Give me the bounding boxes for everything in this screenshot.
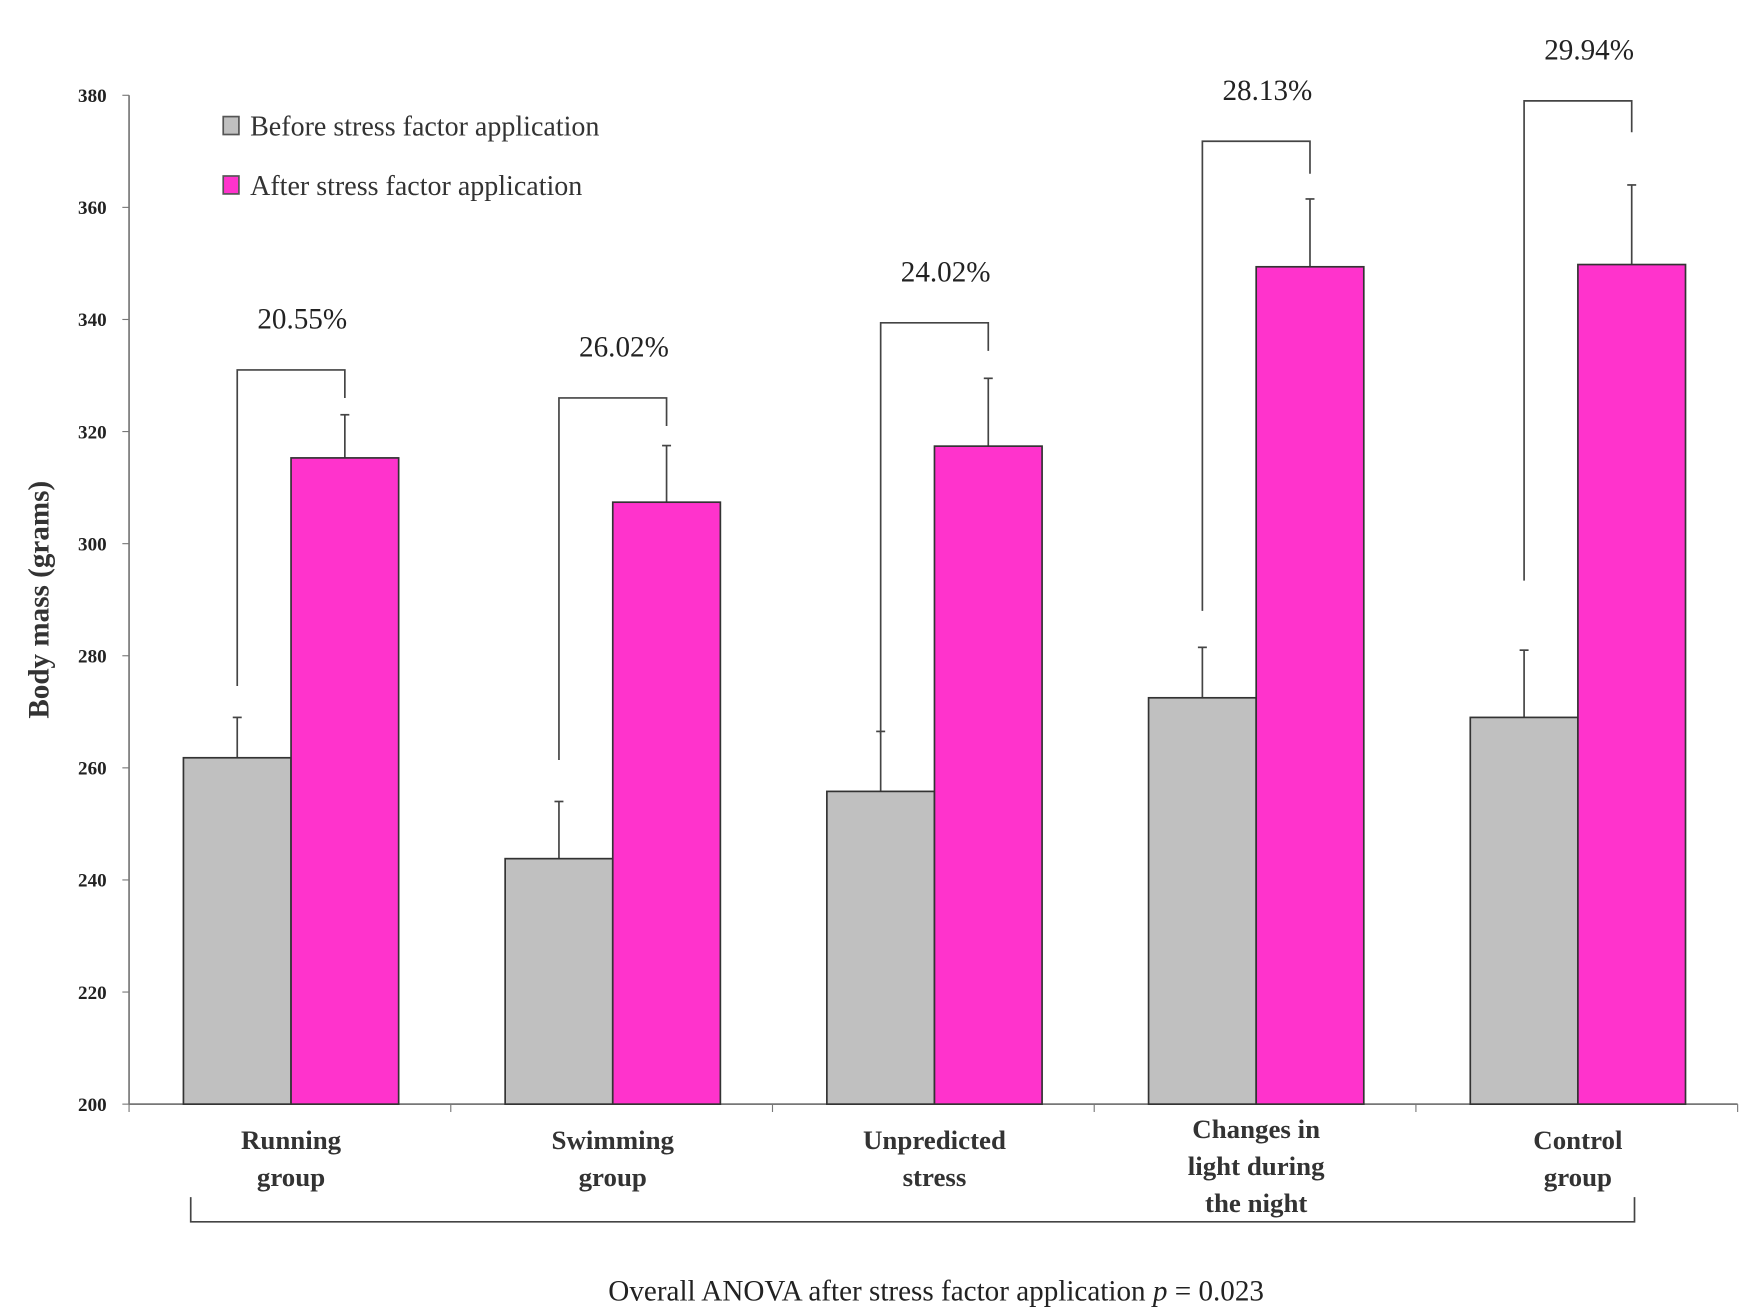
percent-change-label: 24.02% bbox=[901, 256, 991, 288]
bar-before bbox=[826, 790, 936, 1105]
bars bbox=[182, 184, 1687, 1105]
legend-swatch-after bbox=[222, 175, 240, 195]
y-tick-label: 320 bbox=[78, 422, 107, 443]
y-tick-label: 200 bbox=[78, 1095, 107, 1116]
x-category-label: light during bbox=[1188, 1151, 1325, 1181]
x-category-label: group bbox=[579, 1162, 647, 1192]
y-tick-label: 240 bbox=[78, 871, 107, 892]
bar-before bbox=[182, 756, 292, 1105]
percent-change-label: 28.13% bbox=[1222, 75, 1312, 107]
footnote-suffix: = 0.023 bbox=[1167, 1275, 1264, 1307]
anova-bracket bbox=[189, 1197, 1636, 1223]
legend-label-before: Before stress factor application bbox=[250, 112, 599, 143]
x-category-label: Swimming bbox=[551, 1125, 674, 1155]
x-category-label: group bbox=[1544, 1162, 1612, 1192]
y-tick-label: 220 bbox=[78, 983, 107, 1004]
percent-bracket bbox=[236, 369, 346, 687]
y-tick-label: 360 bbox=[78, 198, 107, 219]
legend-label-after: After stress factor application bbox=[250, 171, 582, 202]
y-axis-label: Body mass (grams) bbox=[23, 481, 55, 719]
bar-after bbox=[1577, 263, 1687, 1105]
percent-bracket bbox=[558, 397, 668, 761]
x-category-label: Changes in bbox=[1192, 1114, 1320, 1144]
x-category-label: Unpredicted bbox=[863, 1125, 1006, 1155]
bar-before bbox=[1147, 696, 1258, 1105]
x-category-label: the night bbox=[1205, 1188, 1307, 1218]
x-category-label: Control bbox=[1533, 1125, 1623, 1155]
annotations: 20.55% 26.02% 24.02% 28.13% 29.94% bbox=[236, 34, 1634, 761]
bar-after bbox=[290, 457, 400, 1105]
x-category-label: group bbox=[257, 1162, 325, 1192]
footnote-prefix: Overall ANOVA after stress factor applic… bbox=[608, 1275, 1153, 1307]
footnote-p: p bbox=[1151, 1275, 1168, 1307]
legend-swatch-before bbox=[222, 115, 240, 136]
percent-change-label: 20.55% bbox=[257, 303, 347, 335]
bar-after bbox=[933, 445, 1043, 1105]
y-tick-label: 380 bbox=[78, 86, 107, 107]
percent-bracket bbox=[1201, 140, 1311, 611]
x-category-label: Running bbox=[241, 1125, 342, 1155]
axes: 200 220 240 260 280 300 320 340 360 380 Running gro… bbox=[78, 86, 1739, 1218]
bar-after bbox=[611, 501, 722, 1105]
percent-change-label: 26.02% bbox=[579, 331, 669, 363]
y-tick-label: 260 bbox=[78, 759, 107, 780]
percent-bracket bbox=[1523, 100, 1633, 581]
y-tick-label: 300 bbox=[78, 534, 107, 555]
bar-after bbox=[1255, 265, 1365, 1105]
percent-change-label: 29.94% bbox=[1544, 34, 1634, 66]
x-category-label: stress bbox=[903, 1162, 967, 1192]
bar-before bbox=[504, 857, 614, 1105]
percent-bracket bbox=[879, 321, 990, 735]
legend: Before stress factor application After s… bbox=[222, 112, 599, 202]
y-tick-label: 340 bbox=[78, 310, 107, 331]
footnote: Overall ANOVA after stress factor applic… bbox=[608, 1275, 1264, 1307]
y-tick-label: 280 bbox=[78, 646, 107, 667]
bar-before bbox=[1469, 716, 1579, 1105]
